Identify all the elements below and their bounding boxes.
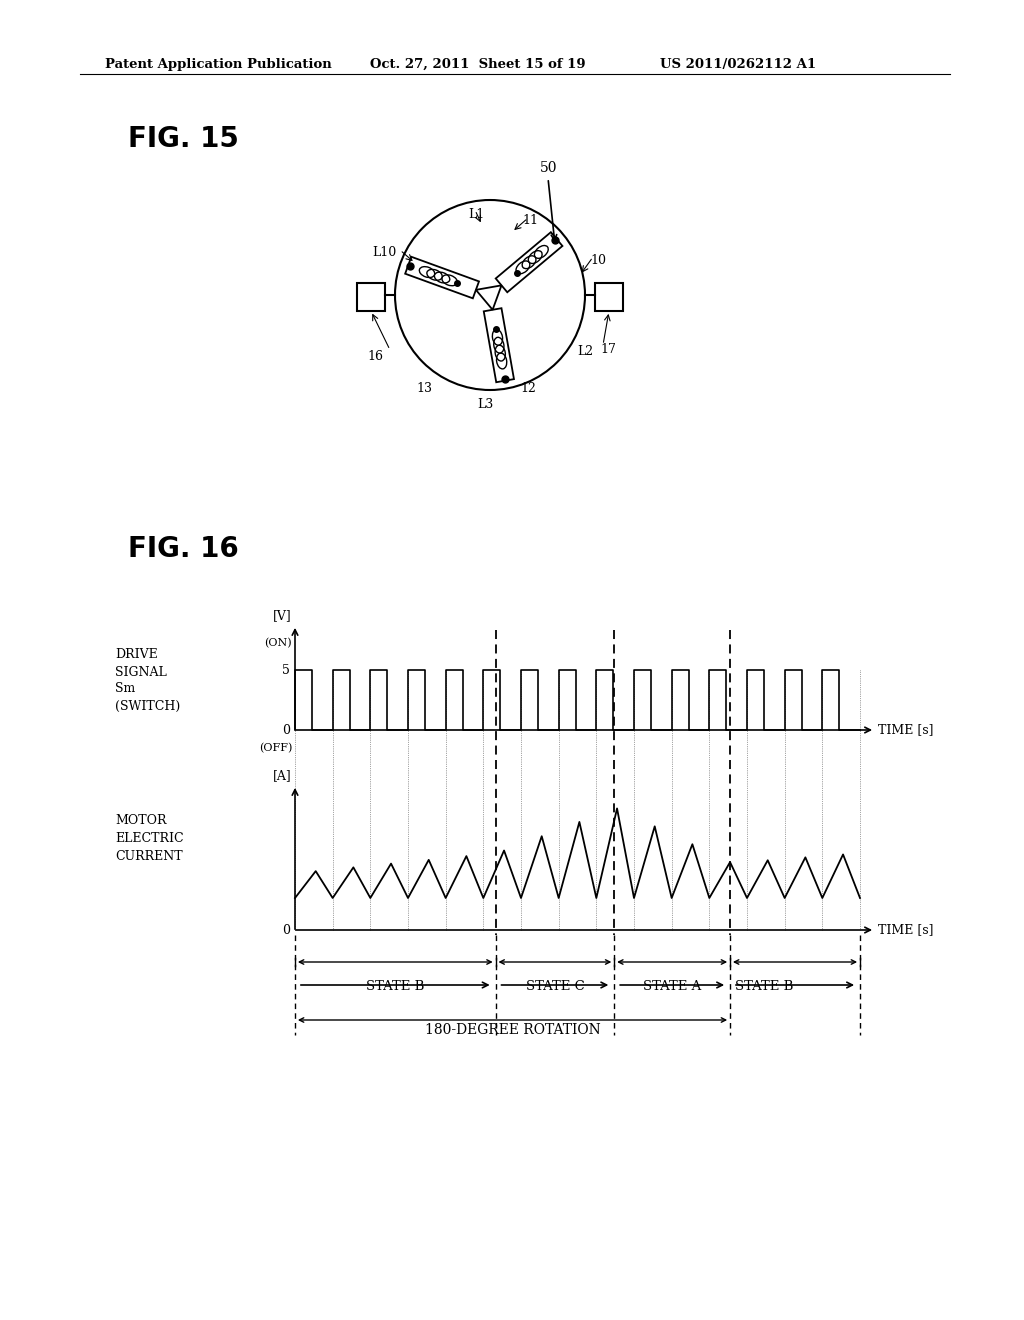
Text: 16: 16: [367, 350, 383, 363]
Text: 180-DEGREE ROTATION: 180-DEGREE ROTATION: [425, 1023, 600, 1038]
Text: TIME [s]: TIME [s]: [878, 723, 934, 737]
Text: 11: 11: [522, 214, 538, 227]
Text: 0: 0: [282, 723, 290, 737]
Text: Patent Application Publication: Patent Application Publication: [105, 58, 332, 71]
Text: L3: L3: [477, 399, 494, 411]
Text: 50: 50: [540, 161, 557, 176]
Text: (ON): (ON): [264, 638, 292, 648]
Text: (SWITCH): (SWITCH): [115, 700, 180, 713]
Text: [A]: [A]: [273, 770, 292, 781]
Bar: [595, 282, 623, 312]
Text: STATE B: STATE B: [367, 981, 425, 994]
Text: DRIVE: DRIVE: [115, 648, 158, 661]
Text: FIG. 16: FIG. 16: [128, 535, 239, 564]
Text: 12: 12: [520, 381, 536, 395]
Text: MOTOR: MOTOR: [115, 813, 167, 826]
Text: CURRENT: CURRENT: [115, 850, 182, 862]
Text: TIME [s]: TIME [s]: [878, 924, 934, 936]
Text: 5: 5: [283, 664, 290, 676]
Text: 17: 17: [600, 343, 615, 356]
Bar: [357, 282, 385, 312]
Text: Sm: Sm: [115, 682, 135, 696]
Text: (OFF): (OFF): [259, 743, 292, 754]
Text: STATE A: STATE A: [643, 981, 701, 994]
Text: L2: L2: [577, 345, 593, 358]
Text: FIG. 15: FIG. 15: [128, 125, 239, 153]
Text: STATE C: STATE C: [525, 981, 585, 994]
Text: 0: 0: [282, 924, 290, 936]
Text: 13: 13: [416, 381, 432, 395]
Text: Oct. 27, 2011  Sheet 15 of 19: Oct. 27, 2011 Sheet 15 of 19: [370, 58, 586, 71]
Text: SIGNAL: SIGNAL: [115, 665, 167, 678]
Text: L1: L1: [468, 209, 484, 222]
Text: ELECTRIC: ELECTRIC: [115, 832, 183, 845]
Text: [V]: [V]: [273, 609, 292, 622]
Text: US 2011/0262112 A1: US 2011/0262112 A1: [660, 58, 816, 71]
Text: L10: L10: [373, 247, 397, 260]
Text: STATE B: STATE B: [735, 981, 794, 994]
Text: 10: 10: [590, 253, 606, 267]
